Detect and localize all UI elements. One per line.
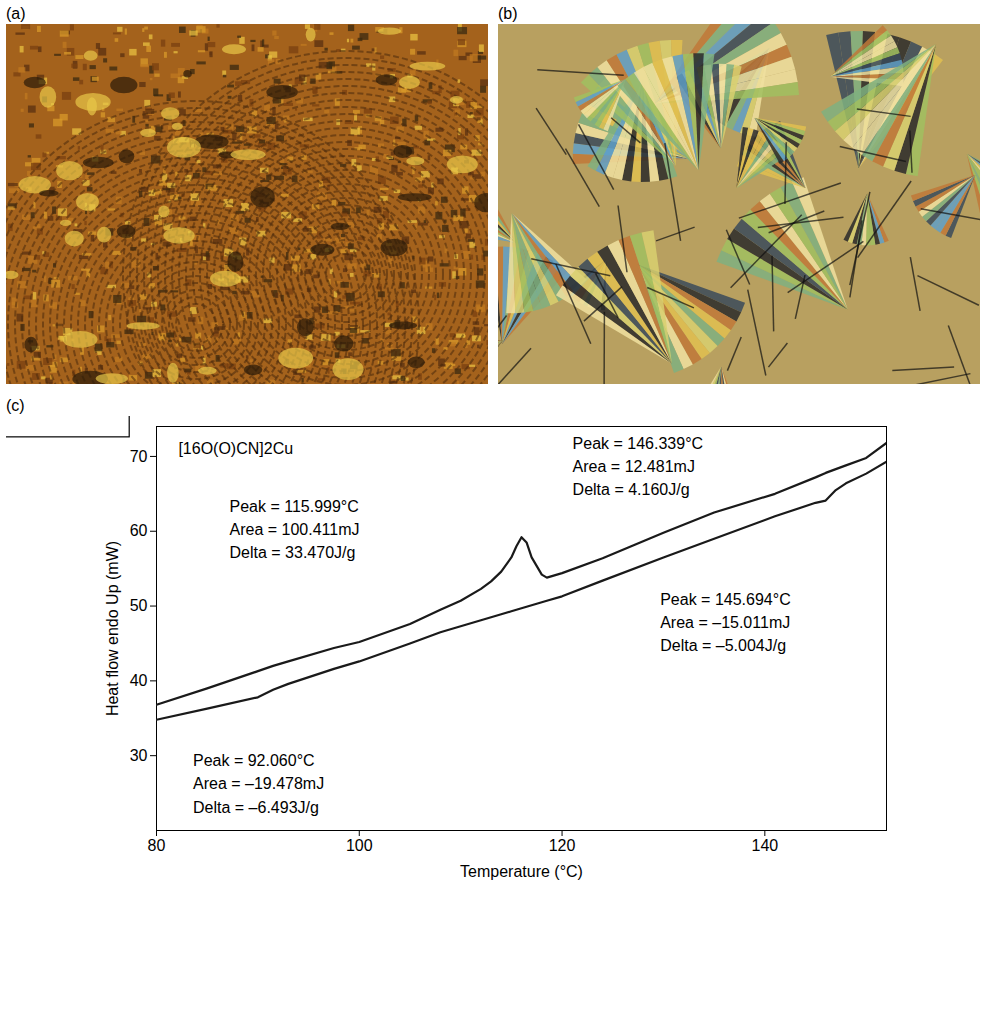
svg-text:120: 120 [549,837,576,854]
svg-text:50: 50 [130,597,148,614]
svg-text:80: 80 [148,837,166,854]
svg-text:100: 100 [346,837,373,854]
svg-text:Peak = 115.999°CArea = 100.411: Peak = 115.999°CArea = 100.411mJDelta = … [230,498,360,561]
html-text:(c): (c) [6,397,25,414]
svg-text:Peak = 145.694°CArea = –15.011: Peak = 145.694°CArea = –15.011mJDelta = … [660,591,791,654]
html-text:(b): (b) [498,5,518,22]
svg-text:40: 40 [130,672,148,689]
svg-text:30: 30 [130,747,148,764]
svg-text:70: 70 [130,448,148,465]
svg-text:140: 140 [751,837,778,854]
html-text:(a): (a) [6,5,26,22]
svg-text:Peak = 146.339°CArea = 12.481m: Peak = 146.339°CArea = 12.481mJDelta = 4… [573,435,704,498]
svg-text:Heat flow endo Up (mW): Heat flow endo Up (mW) [104,541,121,716]
svg-text:Temperature (°C): Temperature (°C) [460,863,583,880]
svg-text:[16O(O)CN]2Cu: [16O(O)CN]2Cu [178,440,293,457]
svg-text:Peak = 92.060°CArea = –19.478m: Peak = 92.060°CArea = –19.478mJDelta = –… [193,752,324,815]
svg-text:60: 60 [130,522,148,539]
